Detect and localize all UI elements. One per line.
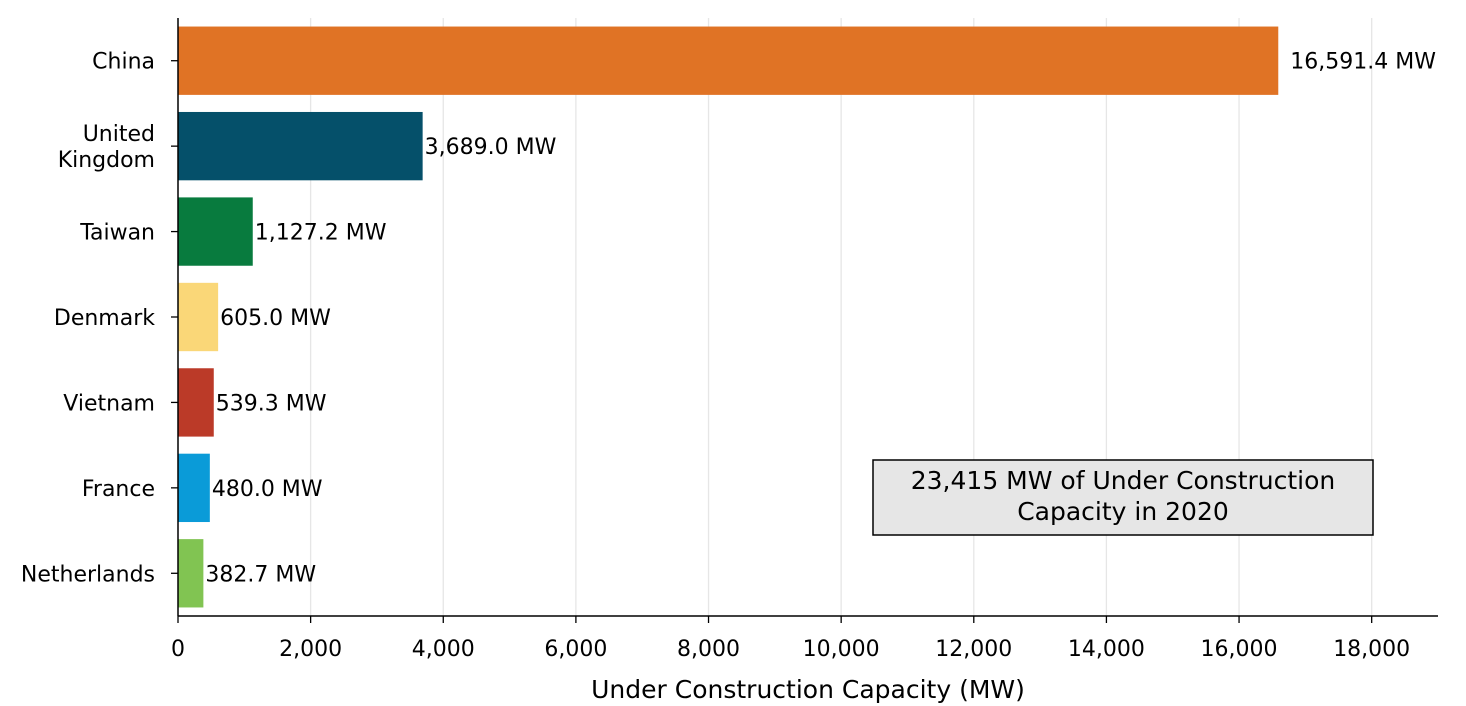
bar-france: [178, 453, 210, 523]
y-tick-label: Taiwan: [79, 221, 155, 246]
x-tick-label: 18,000: [1333, 637, 1410, 662]
bar-value-label: 3,689.0 MW: [425, 135, 557, 160]
annotation-line: Capacity in 2020: [1017, 497, 1229, 526]
grid-lines: [309, 18, 1373, 616]
bar-value-label: 480.0 MW: [212, 477, 323, 502]
x-tick-label: 0: [171, 637, 185, 662]
y-tick-label: Vietnam: [63, 391, 155, 416]
annotation-box: [872, 459, 1374, 536]
bar-taiwan: [178, 197, 253, 266]
bar-china: [178, 26, 1279, 95]
value-labels: 16,591.4 MW 3,689.0 MW 1,127.2 MW 605.0 MW 5…: [205, 50, 1436, 588]
x-tick-label: 14,000: [1068, 637, 1145, 662]
bars: [178, 26, 1279, 608]
x-tick-label: 2,000: [279, 637, 342, 662]
y-tick-label: Kingdom: [58, 148, 155, 173]
bar-value-label: 605.0 MW: [220, 306, 331, 331]
bar-value-label: 539.3 MW: [216, 391, 327, 416]
x-ticks: 0 2,000 4,000 6,000 8,000 10,000 12,000 14,000 1…: [171, 616, 1410, 662]
bar-value-label: 16,591.4 MW: [1290, 50, 1436, 75]
bar-vietnam: [178, 368, 214, 437]
bar-netherlands: [178, 539, 204, 608]
x-tick-label: 10,000: [803, 637, 880, 662]
bar-value-label: 382.7 MW: [205, 562, 316, 587]
x-tick-label: 6,000: [544, 637, 607, 662]
bar-united-kingdom: [178, 111, 423, 181]
y-tick-label: United: [83, 122, 155, 147]
y-tick-label: France: [82, 477, 155, 502]
annotation-line: 23,415 MW of Under Construction: [911, 466, 1336, 495]
x-tick-label: 4,000: [412, 637, 475, 662]
y-tick-label: China: [92, 50, 155, 75]
x-tick-label: 8,000: [677, 637, 740, 662]
total-capacity-annotation: 23,415 MW of Under Construction Capacity…: [872, 459, 1374, 536]
y-tick-label: Netherlands: [21, 562, 155, 587]
x-tick-label: 16,000: [1201, 637, 1278, 662]
bar-value-label: 1,127.2 MW: [255, 221, 387, 246]
x-tick-label: 12,000: [935, 637, 1012, 662]
bar-denmark: [178, 282, 219, 352]
y-tick-label: Denmark: [54, 306, 155, 331]
x-axis-title: Under Construction Capacity (MW): [591, 675, 1025, 704]
